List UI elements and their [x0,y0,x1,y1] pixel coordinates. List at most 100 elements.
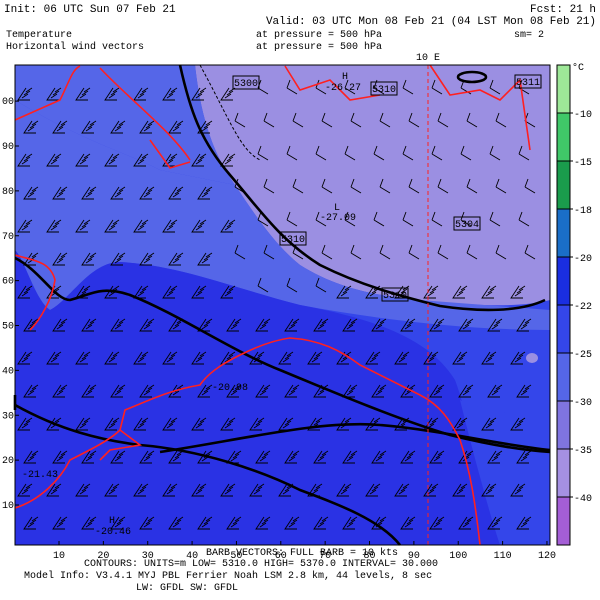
wind-barb [400,450,416,464]
wind-barb [197,318,213,332]
y-tick-label: 30 [2,411,14,422]
wind-barb [431,79,443,95]
wind-barb [220,153,236,167]
wind-barb [81,516,97,530]
x-tick-label: 70 [319,551,331,562]
wind-barb [402,79,414,95]
x-tick-label: 80 [364,551,376,562]
wind-barb [133,351,149,365]
wind-barb [336,285,352,299]
wind-barb [168,318,184,332]
wind-barb [139,252,155,266]
wind-barb [466,244,478,260]
colorbar-tick-label: -18 [574,206,592,217]
wind-barb [350,112,362,128]
wind-barb [423,351,439,365]
wind-barb [46,219,62,233]
wind-barb [139,516,155,530]
wind-barb [133,417,149,431]
wind-barb [133,153,149,167]
wind-barb [220,351,236,365]
wind-barb [487,450,503,464]
x-tick-label: 40 [186,551,198,562]
wind-barb [495,112,507,128]
contour [159,422,551,454]
wind-barb [168,516,184,530]
wind-barb [284,318,300,332]
wind-barb [292,112,304,128]
wind-barb [516,384,532,398]
wind-barb [350,244,362,260]
wind-barb [495,244,507,260]
wind-barb [104,87,120,101]
wind-barb [286,79,298,95]
wind-barb [321,178,333,194]
wind-barb [431,145,443,161]
wind-barb [284,450,300,464]
init-time: Init: 06 UTC Sun 07 Feb 21 [4,4,176,16]
colorbar-band [557,305,570,353]
wind-barb [371,516,387,530]
map-label: -20.98 [212,383,248,394]
map-label: H [109,516,115,527]
contour [178,64,546,312]
wind-barb [257,145,269,161]
footer-radiation: LW: GFDL SW: GFDL [136,583,238,594]
wind-barb [336,351,352,365]
contour [14,256,551,454]
colorbar-band [557,353,570,401]
wind-barb [17,351,33,365]
footer-contours: CONTOURS: UNITS=m LOW= 5310.0 HIGH= 5370… [84,559,438,570]
wind-barb [110,318,126,332]
wind-barb [400,384,416,398]
wind-barb [104,219,120,233]
x-tick-label: 30 [142,551,154,562]
wind-barb [191,285,207,299]
wind-barb [110,516,126,530]
x-tick-label: 50 [230,551,242,562]
wind-barb [402,211,414,227]
wind-barb [307,351,323,365]
wind-barb [373,79,385,95]
x-tick-label: 10 [53,551,65,562]
map-label: -21.43 [22,470,58,481]
label-box [514,74,542,89]
wind-barb [429,384,445,398]
wind-barb [255,384,271,398]
wind-barb [81,450,97,464]
wind-barb [81,318,97,332]
region [15,250,500,545]
label-box [232,75,260,90]
wind-barb [402,145,414,161]
wind-barb [263,244,275,260]
wind-barb [379,244,391,260]
wind-barb [104,351,120,365]
y-tick-label: 50 [2,322,14,333]
wind-barb [263,112,275,128]
wind-barb [226,318,242,332]
wind-barb [487,384,503,398]
label-box [453,216,481,231]
wind-barb [408,244,420,260]
wind-barb [458,384,474,398]
wind-barb [365,417,381,431]
wind-barb [336,483,352,497]
label-box [279,231,307,246]
wind-barb [75,417,91,431]
wind-barb [489,145,501,161]
contour [456,70,488,84]
wind-barb [52,252,68,266]
wind-barb [197,384,213,398]
wind-barb [81,384,97,398]
wind-barb [17,417,33,431]
wind-barb [197,450,213,464]
x-tick-label: 120 [538,551,556,562]
label-box [381,287,409,302]
wind-barb [487,318,503,332]
wind-barb [257,277,269,293]
colorbar-band [557,401,570,449]
wind-barb [52,384,68,398]
